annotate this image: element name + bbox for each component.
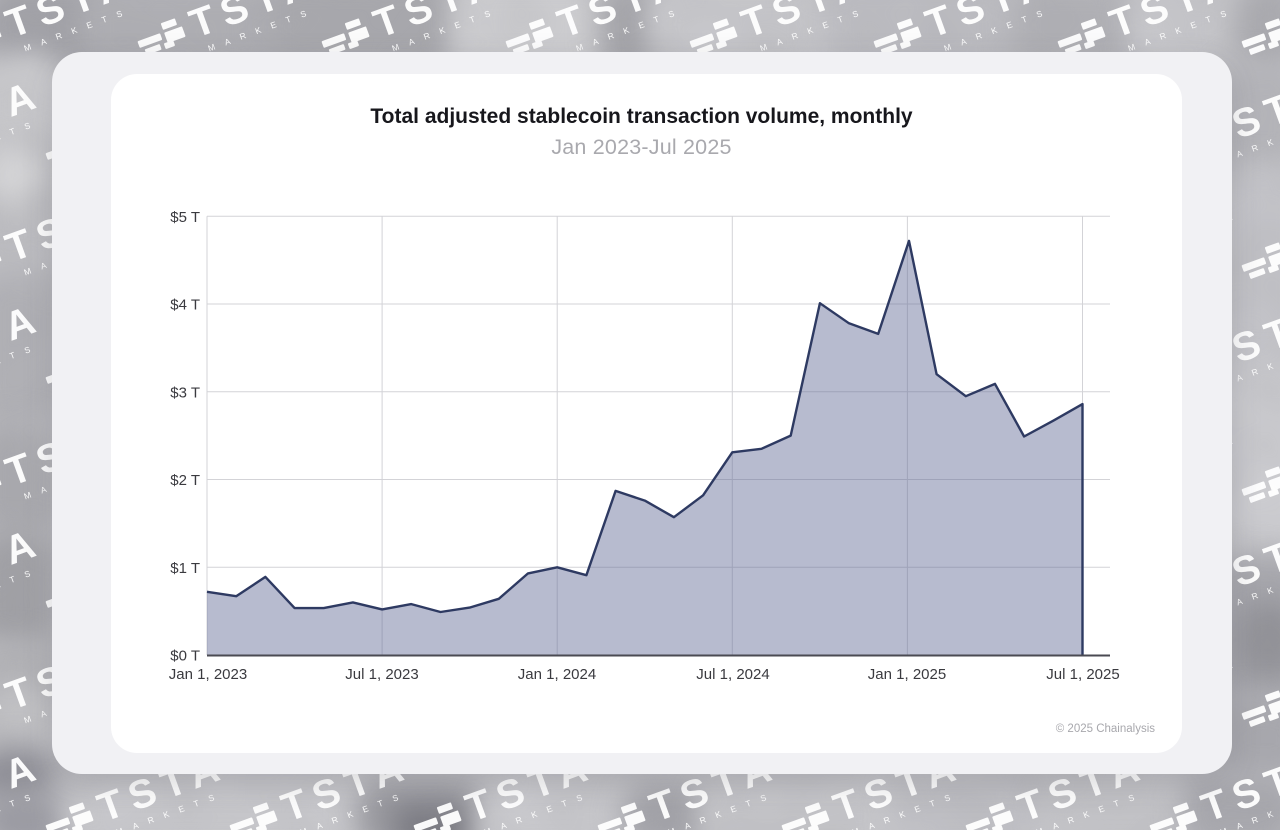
svg-text:Jan 1, 2023: Jan 1, 2023 [169,666,247,683]
svg-text:Jan 1, 2024: Jan 1, 2024 [518,666,596,683]
svg-text:$4 T: $4 T [170,297,200,314]
svg-text:Jul 1, 2023: Jul 1, 2023 [345,666,418,683]
svg-text:Jan 1, 2025: Jan 1, 2025 [868,666,946,683]
svg-text:$1 T: $1 T [170,560,200,577]
svg-text:$3 T: $3 T [170,384,200,401]
svg-text:$5 T: $5 T [170,209,200,226]
svg-text:$0 T: $0 T [170,648,200,665]
svg-text:Jul 1, 2024: Jul 1, 2024 [696,666,769,683]
svg-text:Jul 1, 2025: Jul 1, 2025 [1046,666,1119,683]
svg-text:$2 T: $2 T [170,472,200,489]
